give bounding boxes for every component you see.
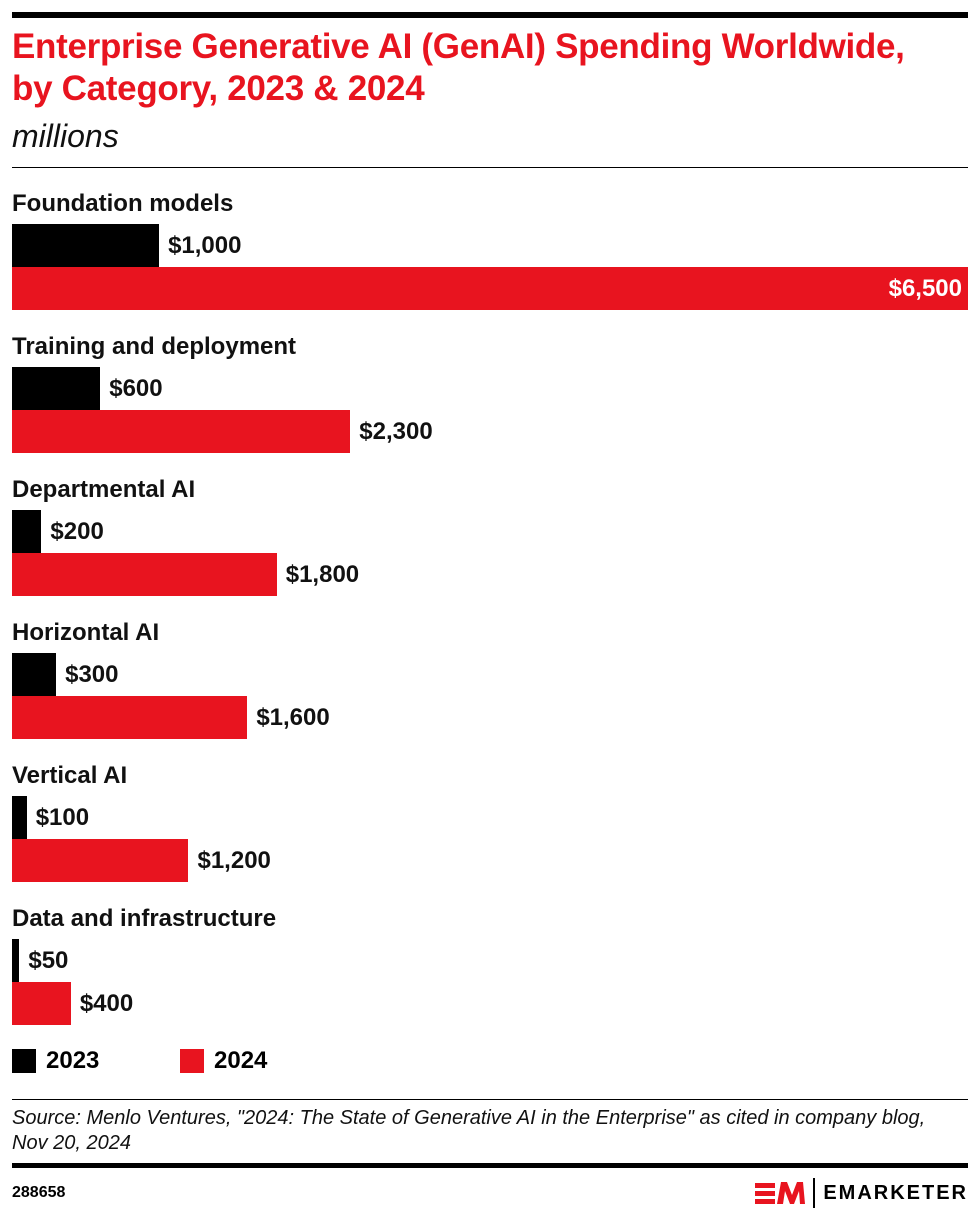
title-divider — [12, 167, 968, 168]
data-label: $400 — [79, 990, 134, 1017]
source-note: Source: Menlo Ventures, "2024: The State… — [12, 1107, 926, 1154]
chart-title: Enterprise Generative AI (GenAI) Spendin… — [12, 27, 905, 108]
chart-id: 288658 — [12, 1184, 66, 1201]
category-label: Horizontal AI — [12, 619, 160, 646]
bar-2024 — [12, 267, 968, 310]
logo-divider — [813, 1178, 816, 1208]
bar-2024 — [12, 696, 248, 739]
emarketer-logo: EMARKETER — [755, 1178, 968, 1208]
legend-item-2023: 2023 — [12, 1047, 99, 1075]
legend-label: 2023 — [46, 1047, 100, 1074]
data-label: $200 — [50, 518, 104, 545]
source-divider — [12, 1099, 968, 1100]
legend-swatch-2023 — [12, 1049, 36, 1073]
data-label: $1,600 — [256, 704, 330, 731]
data-label: $1,800 — [285, 561, 360, 588]
bar-2023 — [12, 653, 57, 696]
category-label: Departmental AI — [12, 476, 196, 503]
category-label: Data and infrastructure — [12, 905, 277, 932]
bar-2023 — [12, 939, 20, 982]
bottom-rule — [12, 1163, 968, 1168]
data-label: $1,200 — [197, 847, 271, 874]
bar-2024 — [12, 410, 351, 453]
data-label: $50 — [28, 947, 69, 974]
top-rule — [12, 12, 968, 18]
bar-2024 — [12, 553, 277, 596]
bar-2023 — [12, 510, 42, 553]
data-label: $6,500 — [888, 275, 962, 302]
data-label: $2,300 — [359, 418, 433, 445]
category-label: Training and deployment — [12, 333, 297, 360]
legend-swatch-2024 — [180, 1049, 204, 1073]
data-label: $300 — [65, 661, 119, 688]
category-label: Vertical AI — [12, 762, 128, 789]
bar-2024 — [12, 982, 71, 1025]
bar-2023 — [12, 796, 27, 839]
em-logo-icon — [755, 1182, 806, 1204]
data-label: $100 — [35, 804, 90, 831]
legend-item-2024: 2024 — [180, 1047, 267, 1075]
data-label: $600 — [109, 375, 163, 402]
data-label: $1,000 — [168, 232, 242, 259]
bar-2023 — [12, 367, 101, 410]
category-label: Foundation models — [12, 190, 234, 217]
brand-name: EMARKETER — [823, 1181, 968, 1204]
legend-label: 2024 — [214, 1047, 268, 1074]
bar-2023 — [12, 224, 160, 267]
chart-subtitle: millions — [12, 118, 119, 154]
bar-2024 — [12, 839, 189, 882]
